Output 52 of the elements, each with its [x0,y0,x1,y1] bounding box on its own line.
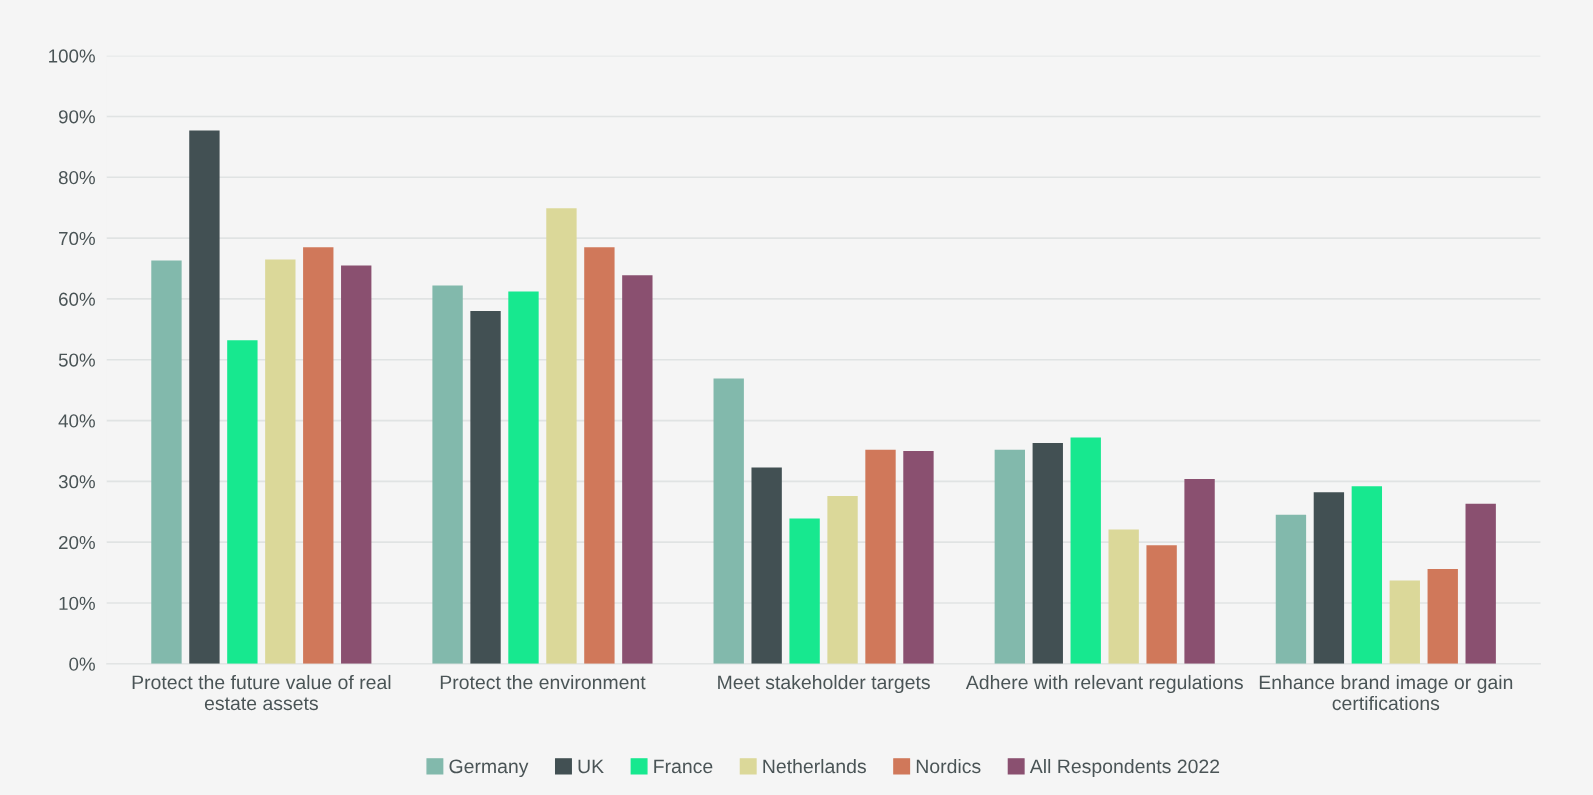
bar [432,285,463,664]
bar [1351,486,1383,664]
y-tick-label: 100% [49,49,95,63]
bar [341,265,372,664]
x-tick-label: Enhance brand image or gain certifications [1259,674,1513,711]
legend-label: Germany [449,759,529,778]
bar [1427,568,1458,664]
legend-label: France [654,759,713,774]
bar [713,378,744,664]
bar [227,340,258,664]
bar [584,247,615,664]
legend-label: All Respondents 2022 [1029,758,1220,778]
x-tick-label: Protect the future value of real estate assets [132,674,391,711]
legend-label: Nordics [916,758,981,774]
bar [1465,503,1496,664]
bar [151,260,182,664]
legend-label: Netherlands [763,758,866,774]
legend-label: UK [578,759,604,774]
y-tick-label: 0% [69,657,95,671]
bar [1389,580,1420,664]
bar [1070,437,1101,664]
x-tick-label: Protect the environment [440,674,646,690]
bar [303,247,334,664]
bar [994,449,1025,664]
bar [1032,443,1063,664]
bar [903,450,934,664]
bar [1108,529,1139,664]
y-tick-label: 50% [58,353,95,367]
bar [546,208,577,664]
bar [470,311,501,664]
y-tick-label: 90% [58,110,95,124]
x-tick-label: Meet stakeholder targets [718,674,930,694]
y-tick-label: 60% [59,292,95,306]
y-tick-label: 80% [58,170,95,185]
bar [189,130,220,664]
y-tick-label: 20% [59,535,95,550]
bar [508,291,539,664]
bar [622,275,653,664]
y-tick-label: 10% [59,596,95,610]
bar [751,467,782,664]
bar [827,495,858,664]
y-tick-label: 30% [58,475,95,489]
bar [789,518,820,664]
y-tick-label: 40% [58,414,95,428]
bar [1146,545,1177,664]
y-tick-label: 70% [59,231,95,246]
bar [265,259,296,664]
bar [865,449,896,664]
bar [1275,514,1307,664]
bar [1184,478,1215,664]
x-tick-label: Adhere with relevant regulations [965,674,1243,694]
bar [1313,492,1345,664]
